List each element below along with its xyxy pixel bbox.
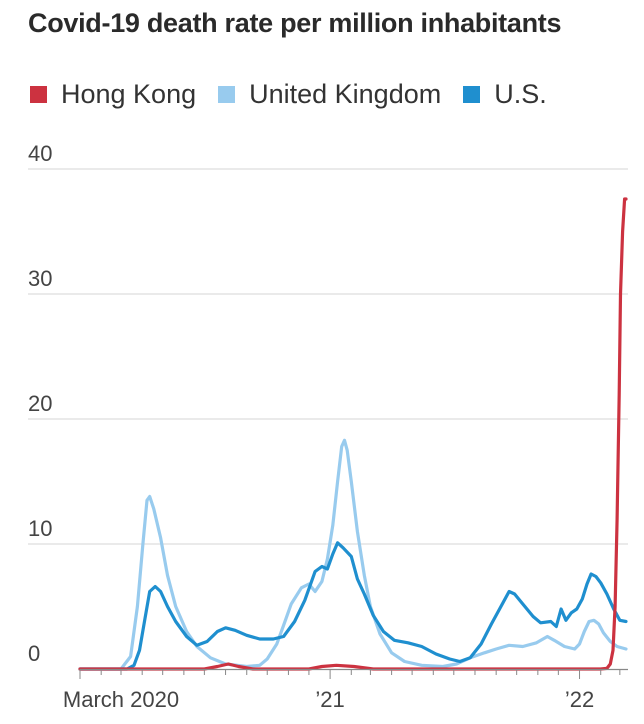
legend: Hong Kong United Kingdom U.S. bbox=[30, 74, 569, 114]
series-line-hong-kong bbox=[78, 197, 628, 671]
legend-label-us: U.S. bbox=[494, 78, 547, 109]
y-tick-label-20: 20 bbox=[28, 391, 52, 416]
x-tick-label-1: ’21 bbox=[315, 687, 344, 712]
series-layer bbox=[78, 197, 628, 671]
legend-item-hong-kong: Hong Kong bbox=[30, 79, 196, 110]
legend-label-hong-kong: Hong Kong bbox=[61, 78, 197, 109]
y-tick-label-10: 10 bbox=[28, 516, 52, 541]
chart-title: Covid-19 death rate per million inhabita… bbox=[28, 8, 562, 38]
legend-label-united-kingdom: United Kingdom bbox=[249, 78, 442, 109]
legend-swatch-us bbox=[463, 85, 481, 103]
legend-swatch-united-kingdom bbox=[218, 85, 236, 103]
y-tick-label-0: 0 bbox=[28, 641, 40, 666]
x-tick-label-2: ’22 bbox=[565, 687, 594, 712]
y-tick-labels: 0 10 20 30 40 bbox=[28, 141, 52, 666]
legend-item-us: U.S. bbox=[463, 79, 547, 110]
legend-swatch-hong-kong bbox=[30, 85, 47, 103]
legend-item-united-kingdom: United Kingdom bbox=[218, 79, 441, 110]
series-line-u-s bbox=[78, 541, 628, 671]
y-tick-label-40: 40 bbox=[28, 141, 52, 166]
x-axis: March 2020 ’21 ’22 bbox=[63, 668, 628, 712]
y-tick-label-30: 30 bbox=[28, 266, 52, 291]
series-line-united-kingdom bbox=[78, 438, 628, 671]
x-tick-label-0: March 2020 bbox=[63, 687, 179, 712]
grid-layer bbox=[28, 168, 628, 545]
